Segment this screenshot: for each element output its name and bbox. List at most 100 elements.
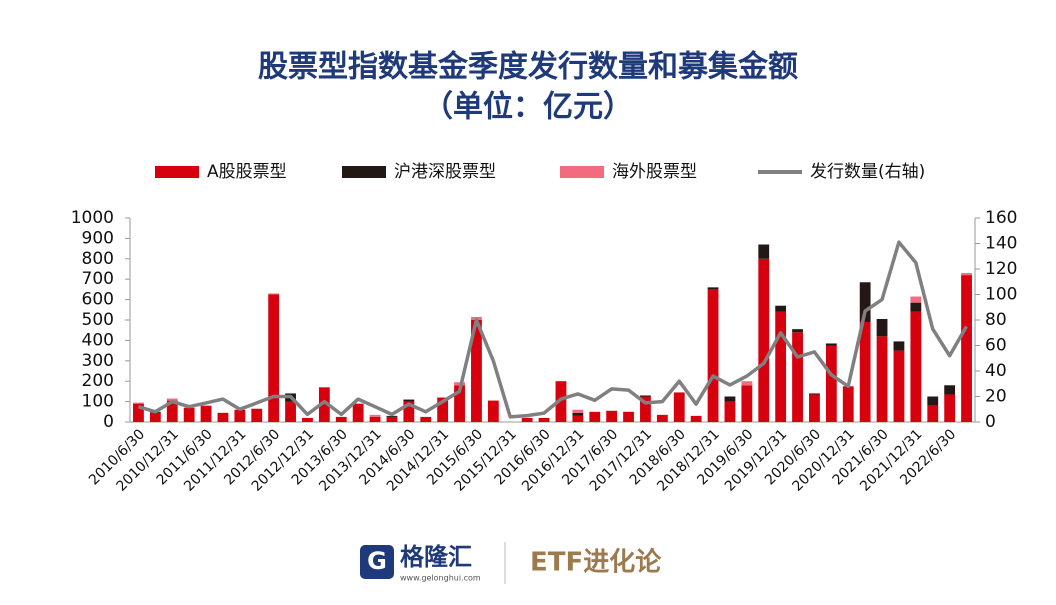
bar-segment	[825, 343, 837, 346]
bar-segment	[572, 409, 584, 413]
bar-segment	[251, 408, 263, 422]
y-tick-label: 100	[82, 392, 114, 412]
bar-segment	[640, 395, 651, 397]
bar-segment	[893, 341, 905, 351]
bar-segment	[910, 311, 922, 422]
bar-segment	[825, 345, 837, 422]
bar-segment	[724, 401, 736, 422]
legend-swatch	[560, 166, 604, 178]
y-tick-label: 300	[82, 351, 114, 371]
bar-segment	[724, 396, 736, 402]
bar-segment	[285, 401, 296, 422]
bar-segment	[471, 320, 482, 422]
bar-segment	[859, 322, 871, 422]
bar-segment	[166, 398, 178, 401]
bar-segment	[792, 332, 803, 422]
y2-tick-label: 120	[985, 259, 1017, 279]
legend-label: 沪港深股票型	[394, 162, 496, 182]
y2-tick-label: 0	[985, 412, 996, 432]
y2-tick-label: 20	[985, 387, 1007, 407]
bar-segment	[217, 412, 229, 422]
y-tick-label: 200	[82, 371, 114, 391]
bar-segment	[893, 350, 905, 422]
bar-segment	[690, 415, 702, 422]
bar-segment	[302, 417, 313, 422]
y-tick-label: 600	[82, 290, 114, 310]
y-tick-label: 400	[82, 330, 114, 350]
bar-segment	[910, 296, 922, 303]
bar-segment	[910, 302, 922, 312]
footer-right: ETF进化论	[530, 548, 662, 578]
logo-glyph: G	[367, 547, 387, 575]
bar-segment	[437, 397, 449, 422]
legend-label: 海外股票型	[612, 162, 697, 182]
bar-segment	[369, 414, 381, 417]
bar-segment	[335, 416, 347, 422]
bar-segment	[166, 400, 178, 422]
bar-segment	[758, 258, 770, 422]
bar-segment	[268, 293, 280, 295]
bar-segment	[876, 336, 888, 422]
bar-segment	[234, 409, 246, 422]
logo-icon	[360, 545, 394, 579]
y2-tick-label: 60	[985, 336, 1007, 356]
legend-swatch	[342, 166, 386, 178]
bar-segment	[775, 311, 787, 422]
bar-segment	[487, 400, 499, 422]
bar-segment	[944, 385, 956, 395]
bar-segment	[741, 381, 753, 386]
legend-label: 发行数量(右轴)	[810, 162, 925, 182]
bar-segment	[538, 417, 550, 422]
bar-segment	[876, 318, 888, 337]
bar-segment	[961, 273, 972, 276]
legend-label: A股股票型	[207, 162, 287, 182]
bar-segment	[369, 416, 381, 422]
y2-tick-label: 80	[985, 310, 1007, 330]
bar-segment	[775, 305, 787, 312]
y-tick-label: 1000	[71, 208, 114, 228]
bar-segment	[640, 396, 651, 422]
chart-title: 股票型指数基金季度发行数量和募集金额	[258, 50, 798, 85]
bar-segment	[572, 415, 584, 422]
y-tick-label: 800	[82, 249, 114, 269]
bar-segment	[809, 393, 820, 395]
bar-segment	[386, 415, 398, 417]
bar-segment	[268, 294, 280, 422]
bar-segment	[200, 405, 212, 422]
footer-url: www.gelonghui.com	[400, 574, 481, 583]
bar-segment	[842, 386, 854, 422]
footer-brand: 格隆汇	[400, 543, 472, 571]
bar-segment	[809, 394, 820, 422]
bar-segment	[758, 244, 770, 259]
line-series	[137, 240, 969, 419]
bar-segment	[606, 410, 618, 422]
y2-tick-label: 140	[985, 234, 1017, 254]
bar-segment	[403, 401, 415, 422]
bar-segment	[944, 394, 956, 422]
y2-tick-label: 160	[985, 208, 1017, 228]
bar-segment	[961, 275, 972, 422]
bar-segment	[927, 405, 939, 422]
bar-segment	[792, 329, 803, 333]
bar-segment	[927, 396, 939, 406]
bar-segment	[589, 411, 601, 422]
chart-subtitle: （单位：亿元）	[423, 90, 633, 125]
bar-segment	[521, 417, 533, 422]
bar-segment	[623, 411, 634, 422]
bar-segment	[149, 412, 161, 422]
bar-segment	[707, 287, 719, 290]
bar-segment	[403, 399, 415, 402]
bar-segment	[386, 416, 398, 422]
bar-segment	[133, 402, 144, 404]
y2-tick-label: 100	[985, 285, 1017, 305]
bar-segment	[572, 412, 584, 416]
bar-segment	[420, 416, 432, 422]
y-tick-label: 500	[82, 310, 114, 330]
legend-swatch	[155, 166, 199, 178]
bar-segment	[673, 392, 685, 422]
bar-segment	[656, 414, 668, 422]
bar-segment	[318, 387, 330, 422]
bar-segment	[555, 381, 567, 422]
y-tick-label: 0	[103, 412, 114, 432]
